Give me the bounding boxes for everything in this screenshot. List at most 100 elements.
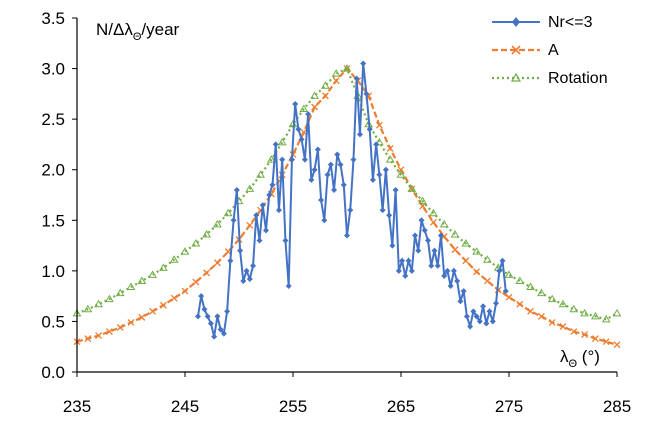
x-axis-title-sub: Θ <box>569 358 578 370</box>
series-nr-point-82 <box>460 288 467 295</box>
series-nr-point-37 <box>314 146 321 153</box>
series-nr-point-86 <box>473 313 480 320</box>
series-nr-point-7 <box>217 326 224 333</box>
series-nr-point-20 <box>259 202 266 209</box>
series-rotation-point-17 <box>256 170 265 178</box>
y-tick-label-1: 0.5 <box>41 312 65 331</box>
series-a-point-30 <box>397 166 405 174</box>
series-rotation-point-19 <box>277 137 287 146</box>
series-rotation-point-38 <box>483 255 492 263</box>
series-nr-point-50 <box>356 131 363 138</box>
series-rotation-point-47 <box>580 308 589 317</box>
series-nr-point-76 <box>441 272 448 279</box>
series-nr-point-16 <box>246 275 253 282</box>
series-nr-point-90 <box>486 308 493 315</box>
series-nr-point-31 <box>295 126 302 133</box>
series-a-point-43 <box>537 312 545 320</box>
series-a-point-6 <box>138 313 146 321</box>
series-nr-point-32 <box>298 136 305 143</box>
series-nr-point-65 <box>405 257 412 264</box>
y-tick-label-0: 0.0 <box>41 363 65 382</box>
series-nr-point-69 <box>418 217 425 224</box>
series-rotation-point-34 <box>439 219 449 228</box>
series-rotation-point-29 <box>385 155 395 163</box>
series-nr-point-55 <box>373 141 380 148</box>
series-nr-point-41 <box>327 161 334 168</box>
series-nr-point-43 <box>334 151 341 158</box>
series-nr-point-92 <box>493 300 500 307</box>
series-rotation-point-32 <box>418 196 427 205</box>
plot-area <box>72 60 622 349</box>
series-nr-point-40 <box>324 171 331 178</box>
series-nr-point-87 <box>476 318 483 325</box>
series-nr-point-75 <box>437 232 444 239</box>
y-tick-label-4: 2.0 <box>41 161 65 180</box>
series-a-point-38 <box>483 277 491 285</box>
series-a-point-35 <box>451 246 459 254</box>
series-a-point-13 <box>213 259 221 267</box>
series-rotation-point-44 <box>547 294 557 303</box>
series-rotation-point-28 <box>375 137 384 146</box>
legend-label-a: A <box>548 42 559 59</box>
series-a-point-3 <box>105 328 113 336</box>
series-nr-point-36 <box>311 166 318 173</box>
series-a-line <box>76 66 618 346</box>
series-nr-point-1 <box>198 293 205 300</box>
series-nr-point-81 <box>457 298 464 305</box>
series-nr-point-59 <box>386 212 393 219</box>
series-nr-point-19 <box>256 237 263 244</box>
series-rotation-point-11 <box>191 239 201 247</box>
series-rotation-point-7 <box>148 270 157 278</box>
series-nr-point-24 <box>272 141 279 148</box>
series-a-point-41 <box>516 300 524 308</box>
series-rotation-point-37 <box>472 247 481 255</box>
series-a-point-7 <box>149 307 157 315</box>
series-nr-point-53 <box>366 126 373 133</box>
series-a-point-4 <box>116 324 124 331</box>
series-a-point-11 <box>192 278 200 286</box>
series-nr-point-54 <box>369 176 376 183</box>
series-rotation-point-22 <box>310 91 319 99</box>
series-nr-point-84 <box>467 323 474 330</box>
series-nr-point-25 <box>275 207 282 214</box>
x-tick-label-1: 245 <box>171 397 199 416</box>
y-axis-title: N/ΔλΘ/year <box>96 20 180 43</box>
series-nr-point-58 <box>382 166 389 173</box>
series-nr-line <box>196 63 507 337</box>
series-a-point-42 <box>527 307 535 315</box>
legend-item-rotation: Rotation <box>492 70 608 87</box>
series-rotation-point-9 <box>169 255 179 263</box>
series-nr-point-42 <box>331 186 338 193</box>
x-axis-title: λΘ (°) <box>560 347 600 370</box>
series-rotation-point-50 <box>612 308 622 317</box>
y-axis-title-sub: Θ <box>133 31 142 43</box>
series-nr-point-95 <box>502 288 509 295</box>
series-nr-point-47 <box>347 207 354 214</box>
series-nr-point-28 <box>285 283 292 290</box>
series-nr-point-62 <box>395 267 402 274</box>
series-rotation-point-21 <box>299 104 309 113</box>
series-rotation-point-31 <box>407 184 417 192</box>
x-axis-title-suffix: (°) <box>577 347 600 366</box>
series-nr-point-93 <box>496 267 503 274</box>
series-rotation-point-23 <box>321 81 330 89</box>
series-nr-point-18 <box>253 212 260 219</box>
series-nr-point-2 <box>201 306 208 313</box>
series-a-point-5 <box>127 318 135 326</box>
series-nr-point-35 <box>308 176 315 183</box>
series-a-point-9 <box>170 294 178 302</box>
series-nr-point-68 <box>415 247 422 254</box>
series-rotation-point-25 <box>342 64 352 72</box>
series-nr-point-45 <box>340 181 347 188</box>
series-rotation-point-10 <box>180 247 190 255</box>
series-a-point-22 <box>311 103 319 111</box>
series-rotation-point-43 <box>537 288 546 297</box>
series-nr-point-85 <box>470 308 477 315</box>
series-rotation-point-5 <box>126 282 136 291</box>
series-rotation-point-2 <box>94 299 103 308</box>
axes: 0.0 0.5 1.0 1.5 2.0 2.5 3.0 3.5 235 245 255 265 275 2… <box>41 9 631 416</box>
series-nr-point-26 <box>279 156 286 163</box>
series-nr-point-77 <box>444 267 451 274</box>
series-nr-point-72 <box>428 262 435 269</box>
series-nr-point-39 <box>321 217 328 224</box>
